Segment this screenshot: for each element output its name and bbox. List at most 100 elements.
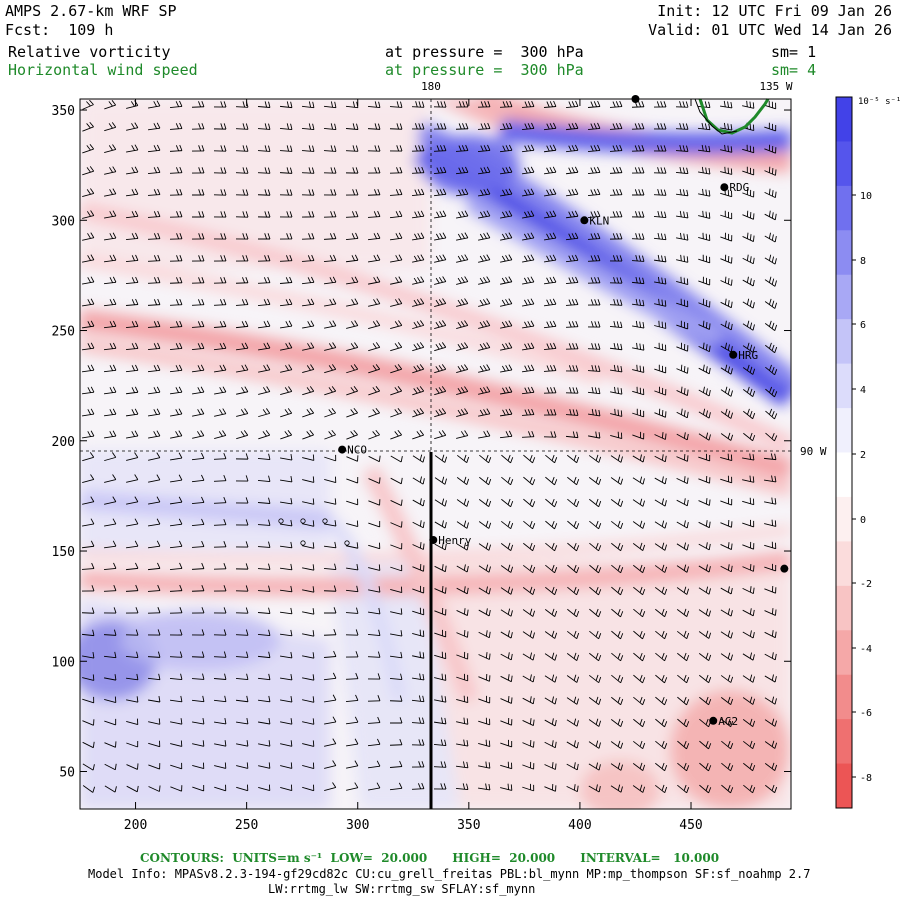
wind-barb xyxy=(280,718,293,725)
wind-barb xyxy=(345,189,359,196)
wind-barb xyxy=(280,673,293,681)
wind-barb xyxy=(257,298,271,307)
wind-barb xyxy=(698,276,711,286)
wind-barb xyxy=(478,761,491,769)
wind-barb xyxy=(522,652,535,661)
wind-barb xyxy=(390,254,403,263)
wind-barb xyxy=(521,100,535,108)
wind-barb xyxy=(147,276,161,284)
wind-barb xyxy=(500,210,513,219)
wind-barb xyxy=(346,498,359,506)
wind-barb xyxy=(324,408,337,418)
wind-barb xyxy=(235,211,249,218)
wind-barb xyxy=(720,475,733,484)
wind-barb xyxy=(544,718,557,727)
wind-barb xyxy=(258,784,271,792)
wind-barb xyxy=(434,651,447,660)
wind-barb xyxy=(191,474,205,483)
wind-barb xyxy=(213,277,227,284)
wind-barb xyxy=(191,211,205,218)
wind-barb xyxy=(412,520,425,529)
wind-barb xyxy=(346,320,359,329)
wind-barb xyxy=(236,784,249,792)
wind-barb xyxy=(148,496,161,505)
wind-barb xyxy=(565,365,579,372)
colorbar-label: -4 xyxy=(860,644,872,655)
wind-barb xyxy=(720,564,733,573)
colorbar-swatch xyxy=(836,274,852,320)
wind-barb xyxy=(677,652,690,662)
wind-barb xyxy=(412,563,425,572)
wind-barb xyxy=(390,364,403,374)
wind-barb xyxy=(389,210,403,219)
wind-barb xyxy=(345,672,359,680)
wind-barb xyxy=(765,386,778,398)
wind-barb xyxy=(499,100,513,108)
colorbar-swatch xyxy=(836,585,852,631)
wind-barb xyxy=(214,386,227,395)
model-info-physics: LW:rrtmg_lw SW:rrtmg_sw SFLAY:sf_mynn xyxy=(268,882,536,896)
wind-barb xyxy=(125,607,139,614)
wind-barb xyxy=(610,431,623,440)
wind-barb xyxy=(412,430,425,440)
wind-barb xyxy=(412,276,425,285)
wind-barb xyxy=(368,542,381,550)
wind-barb xyxy=(148,740,161,748)
wind-barb xyxy=(81,320,95,329)
wind-barb xyxy=(543,188,557,197)
wind-barb xyxy=(192,784,205,792)
wind-barb xyxy=(345,629,359,636)
wind-barb xyxy=(588,674,602,684)
field2-level: at pressure = 300 hPa xyxy=(385,61,584,79)
wind-barb xyxy=(721,718,734,728)
wind-barb xyxy=(169,233,183,240)
wind-barb xyxy=(500,320,513,329)
wind-barb xyxy=(213,342,227,351)
wind-barb xyxy=(148,718,161,725)
wind-barb xyxy=(545,586,558,596)
wind-barb xyxy=(676,432,689,441)
wind-barb xyxy=(192,762,205,770)
wind-barb xyxy=(698,475,711,484)
wind-barb xyxy=(368,782,381,791)
wind-barb xyxy=(323,123,337,131)
wind-barb xyxy=(456,695,469,704)
wind-barb xyxy=(500,696,513,704)
wind-barb xyxy=(433,123,447,130)
wind-barb xyxy=(611,586,624,596)
wind-barb xyxy=(655,740,668,750)
wind-barb xyxy=(257,673,271,681)
wind-barb xyxy=(677,784,690,794)
wind-barb xyxy=(148,785,161,792)
wind-barb xyxy=(148,430,161,439)
calm-wind-marker xyxy=(300,518,306,524)
wind-barb xyxy=(456,542,469,551)
wind-barb xyxy=(455,761,469,769)
wind-barbs xyxy=(81,99,778,794)
y-tick-label: 350 xyxy=(52,104,75,119)
wind-barb xyxy=(147,342,161,350)
wind-barb xyxy=(434,430,447,440)
wind-barb xyxy=(125,232,139,241)
y-tick-label: 300 xyxy=(52,214,75,229)
wind-barb xyxy=(191,607,205,614)
wind-barb xyxy=(588,454,602,463)
wind-barb xyxy=(302,718,315,725)
wind-barb xyxy=(567,586,580,596)
wind-barb xyxy=(698,298,711,308)
wind-barb xyxy=(764,232,777,243)
wind-barb xyxy=(764,475,777,483)
wind-barb xyxy=(698,498,711,506)
wind-barb xyxy=(764,608,777,616)
wind-barb xyxy=(478,739,491,747)
wind-barb xyxy=(720,166,733,175)
wind-barb xyxy=(521,122,535,131)
wind-barb xyxy=(213,255,227,262)
wind-barb xyxy=(103,386,117,395)
wind-barb xyxy=(301,298,315,307)
wind-barb xyxy=(104,785,117,793)
wind-barb xyxy=(191,167,205,174)
wind-barb xyxy=(125,210,139,219)
station-marker xyxy=(720,183,729,192)
wind-barb xyxy=(478,783,491,791)
